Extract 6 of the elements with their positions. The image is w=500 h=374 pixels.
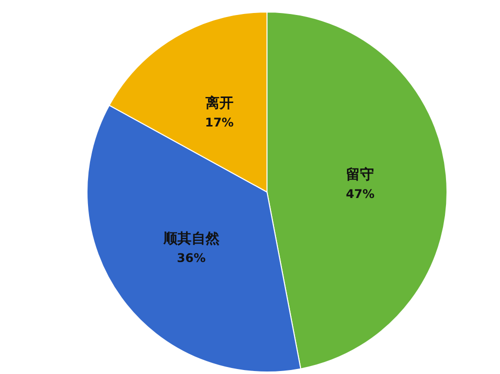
data-label: 36% — [176, 251, 206, 266]
slice-label: 留守 — [346, 166, 374, 184]
data-label: 17% — [204, 115, 234, 130]
data-label: 47% — [346, 187, 375, 202]
slice-label: 顺其自然 — [162, 231, 220, 248]
slice-label: 离开 — [204, 94, 234, 112]
